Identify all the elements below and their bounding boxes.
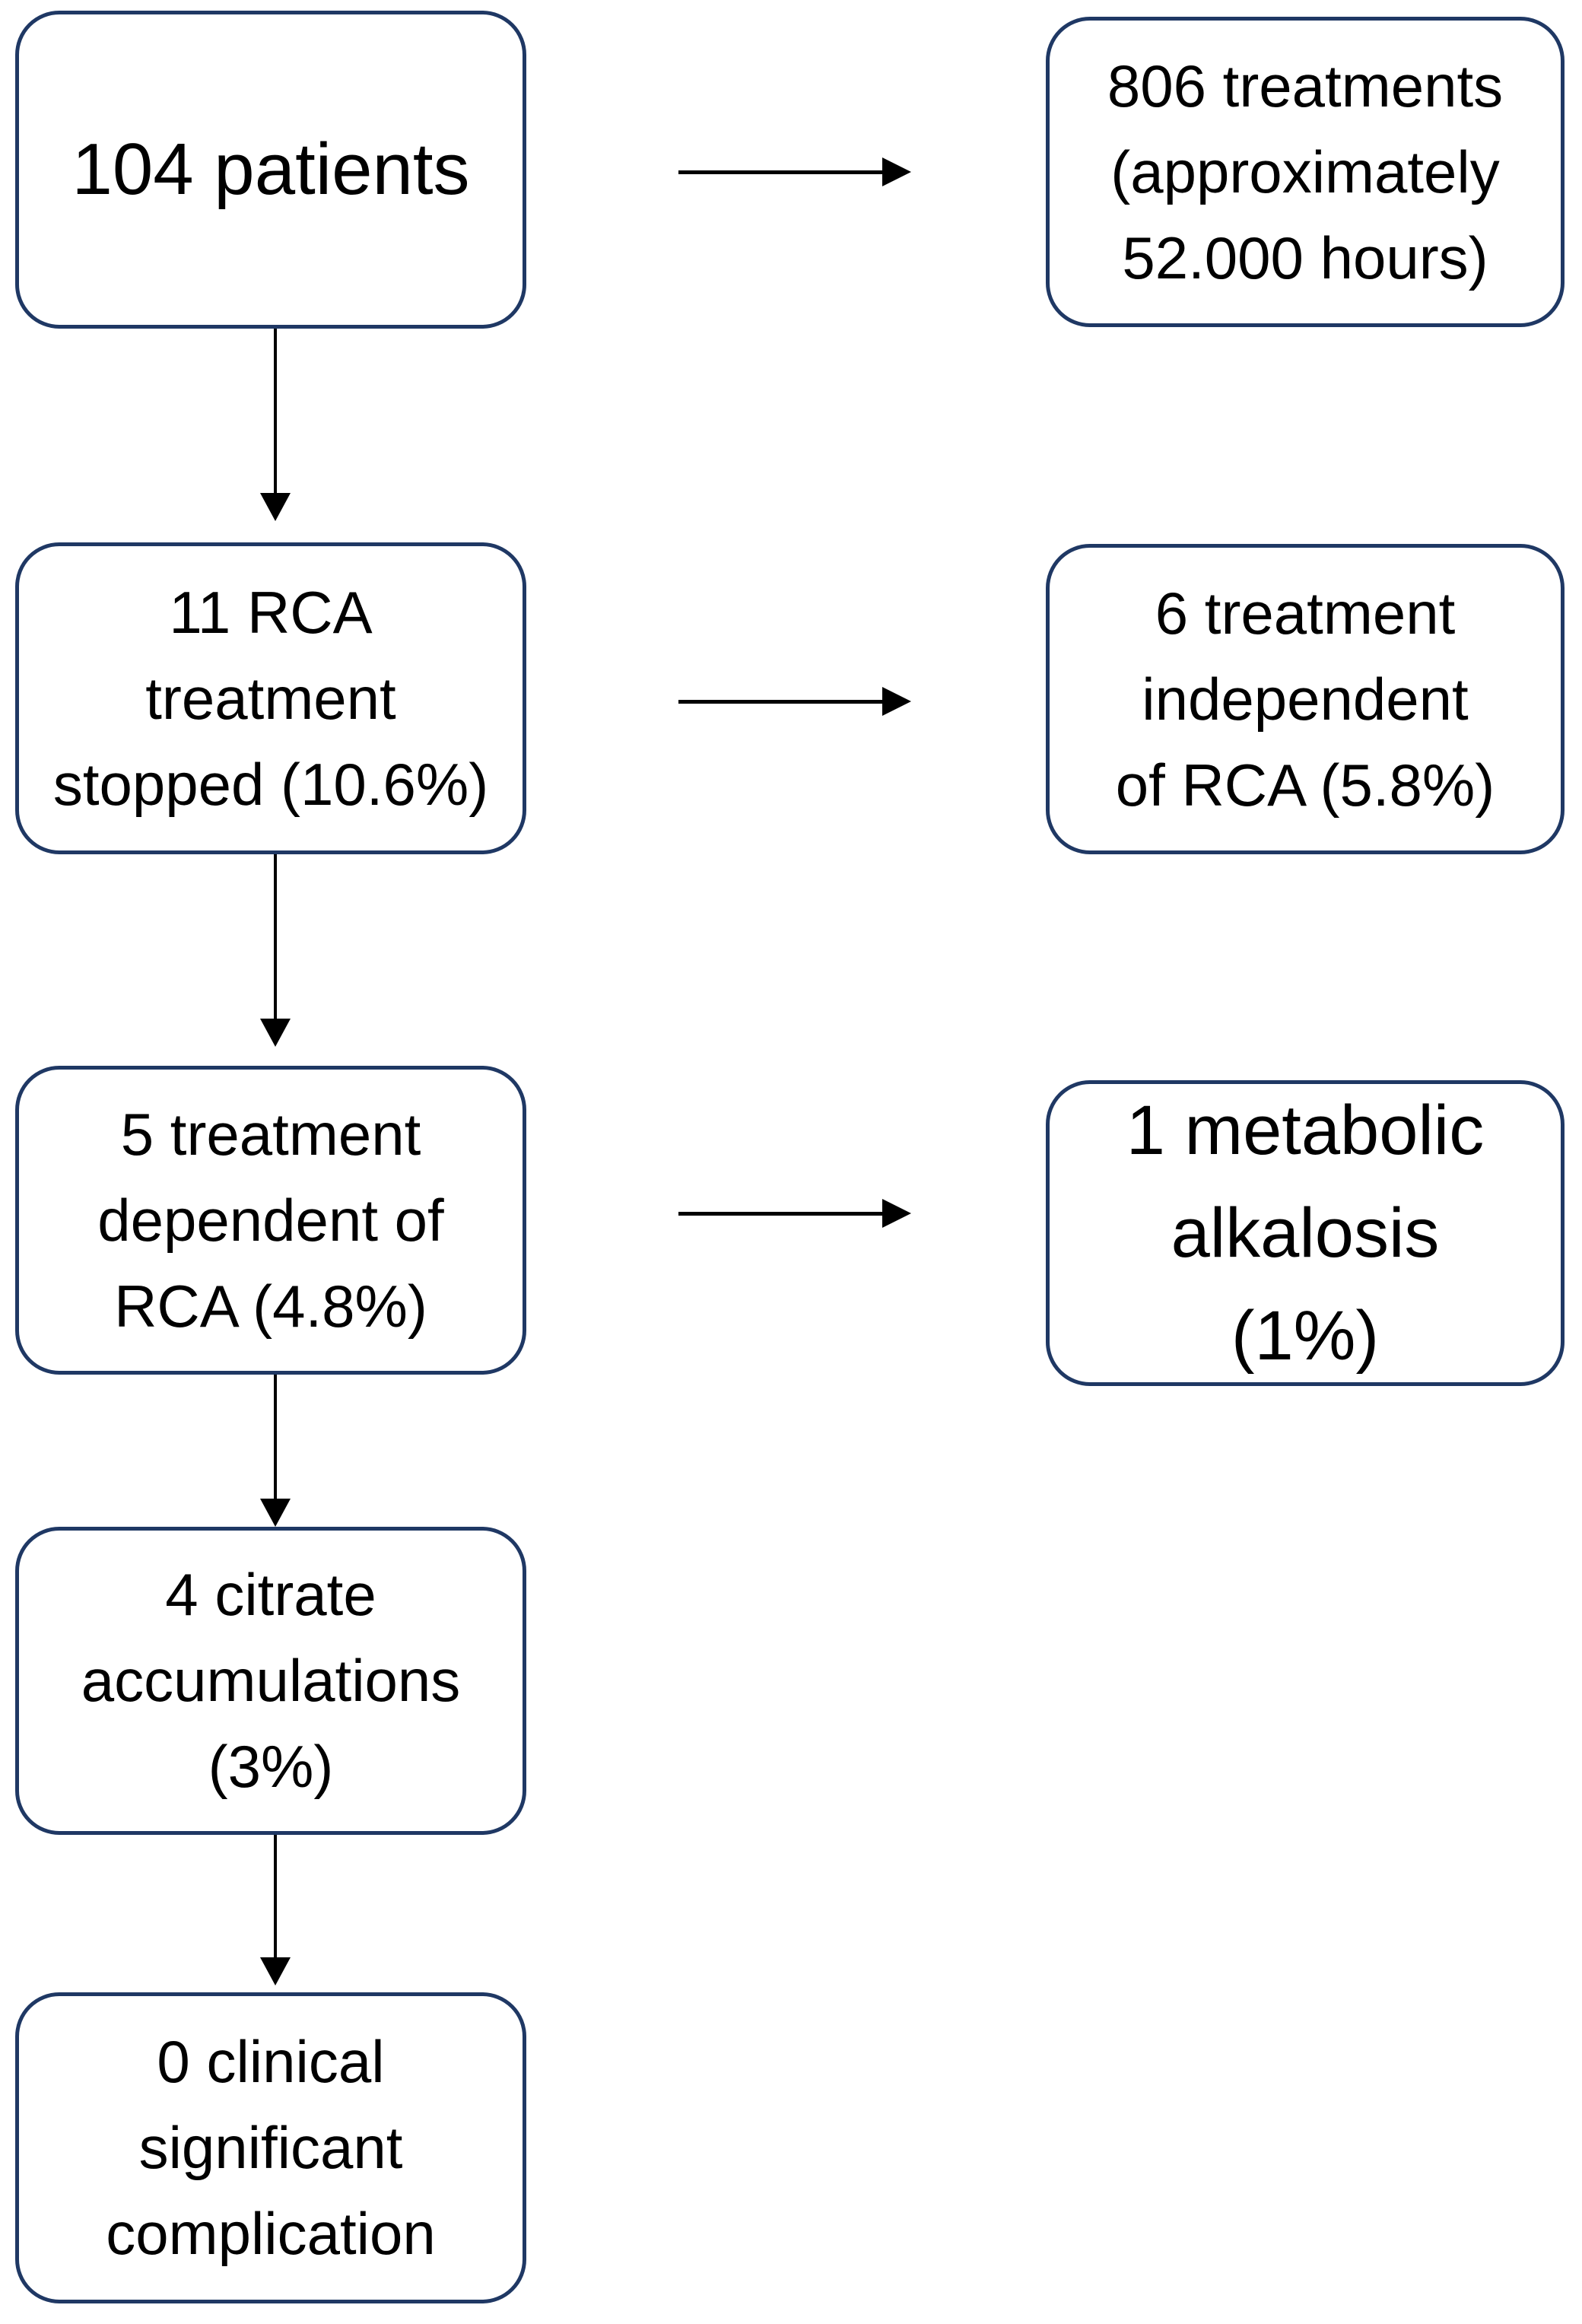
box-text-line: 104 patients [71,129,470,210]
box-text-line: stopped (10.6%) [52,750,489,818]
down-arrow-shaft [274,329,277,493]
right-arrow-icon [882,687,911,716]
right-arrow-shaft [678,700,885,704]
flow-box-citrate-accumulations: 4 citrate accumulations (3%) [15,1527,526,1835]
box-text-line: of RCA (5.8%) [1115,751,1495,819]
box-text-line: 6 treatment [1155,579,1456,647]
box-text-line: 806 treatments [1107,52,1504,119]
flow-box-clinical-complication: 0 clinical significant complication [15,1992,526,2303]
box-text-line: (approximately [1110,138,1500,205]
right-arrow-shaft [678,170,885,174]
flow-box-patients: 104 patients [15,11,526,329]
box-text-line: 11 RCA [169,578,373,646]
box-text-line: 1 metabolic [1126,1091,1485,1169]
flow-box-metabolic-alkalosis: 1 metabolic alkalosis (1%) [1046,1080,1565,1386]
box-text-line: 52.000 hours) [1122,224,1488,291]
down-arrow-icon [260,1019,291,1047]
box-text-line: 5 treatment [120,1100,421,1168]
box-text-line: 0 clinical [157,2028,385,2095]
box-text-line: (1%) [1231,1296,1380,1375]
box-text-line: (3%) [208,1733,334,1800]
flow-box-treatment-independent: 6 treatment independent of RCA (5.8%) [1046,544,1565,854]
right-arrow-icon [882,157,911,186]
down-arrow-shaft [274,854,277,1019]
box-text-line: accumulations [81,1647,461,1714]
down-arrow-shaft [274,1375,277,1499]
box-text-line: independent [1142,665,1469,733]
box-text-line: complication [106,2200,436,2267]
box-text-line: alkalosis [1171,1194,1440,1272]
down-arrow-icon [260,1499,291,1527]
box-text-line: RCA (4.8%) [114,1272,427,1340]
flow-box-treatments-total: 806 treatments (approximately 52.000 hou… [1046,17,1565,327]
right-arrow-shaft [678,1212,885,1216]
down-arrow-shaft [274,1835,277,1957]
flow-box-treatment-dependent: 5 treatment dependent of RCA (4.8%) [15,1066,526,1375]
down-arrow-icon [260,493,291,521]
box-text-line: significant [138,2114,403,2181]
down-arrow-icon [260,1957,291,1985]
right-arrow-icon [882,1199,911,1228]
box-text-line: dependent of [97,1186,444,1254]
box-text-line: 4 citrate [165,1561,376,1628]
flow-box-rca-treatment-stopped: 11 RCA treatment stopped (10.6%) [15,542,526,854]
box-text-line: treatment [145,664,396,732]
